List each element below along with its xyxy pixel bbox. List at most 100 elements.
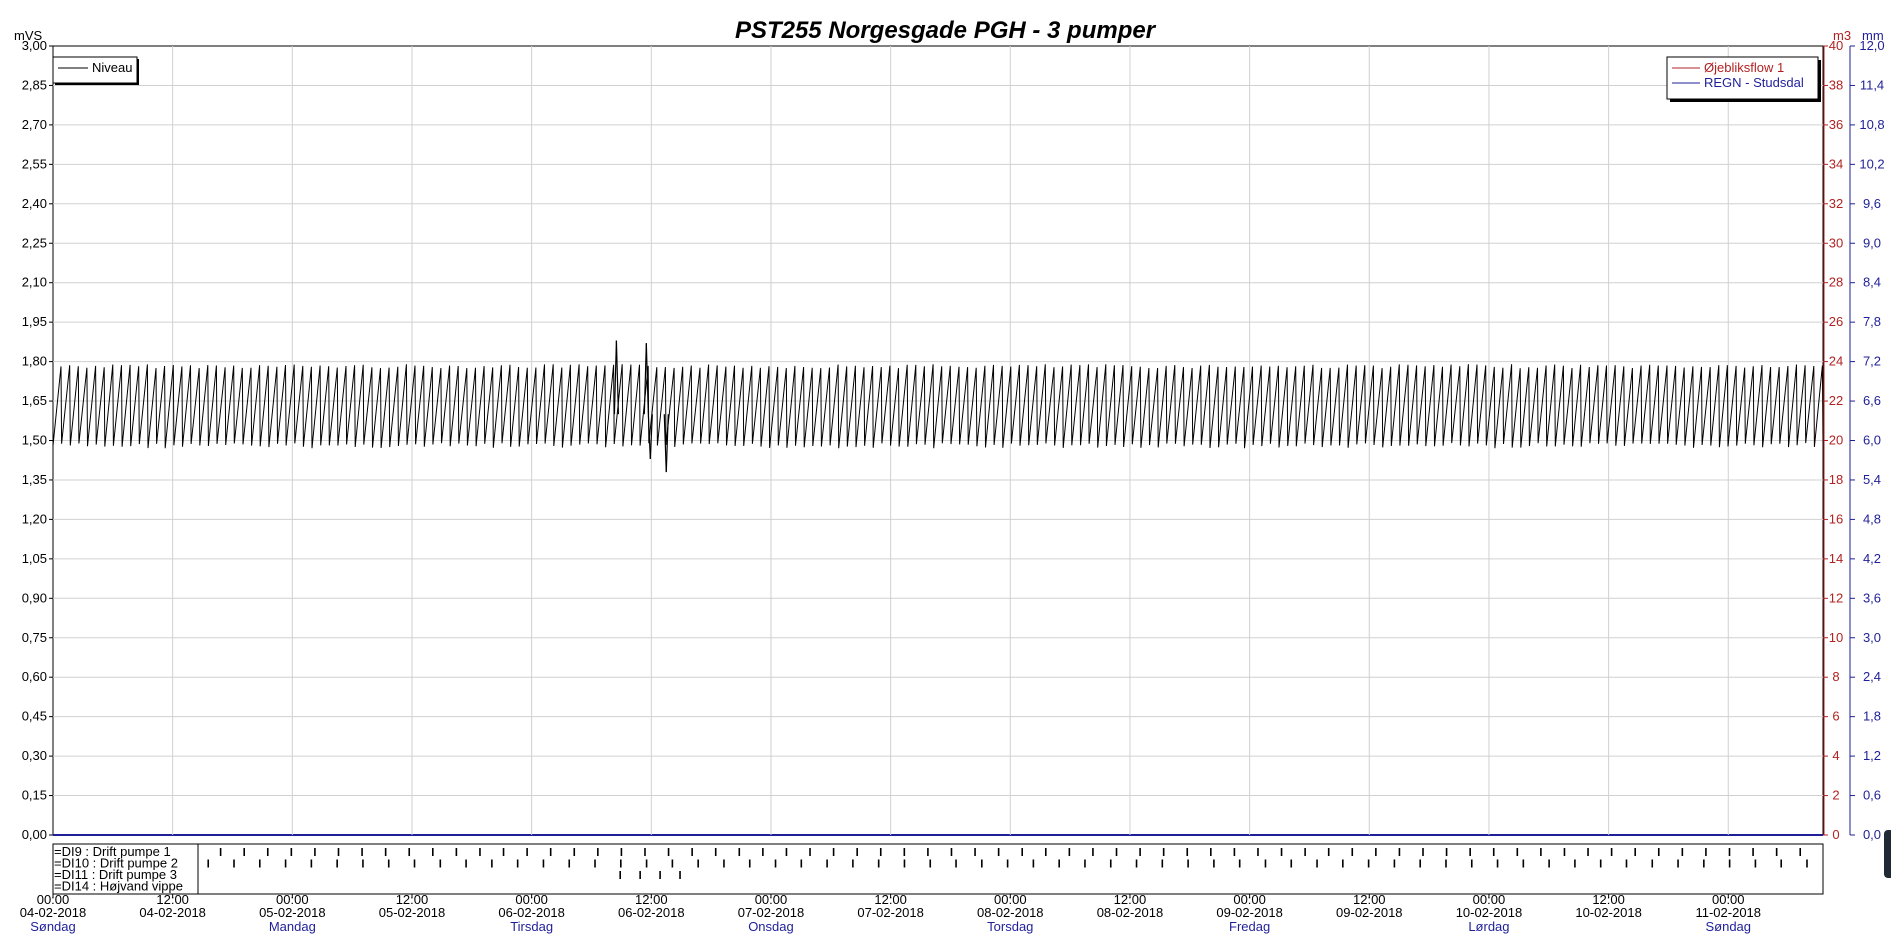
- rain-tick-label: 6,6: [1863, 393, 1881, 408]
- digital-pulse: [1186, 848, 1189, 856]
- left-tick-label: 1,50: [22, 433, 47, 448]
- series-spike: [665, 414, 669, 473]
- digital-pulse: [762, 848, 764, 856]
- x-tick-time: 00:00: [755, 892, 788, 907]
- flow-tick-label: 12: [1829, 590, 1843, 605]
- digital-channel-label: =DI9 : Drift pumpe 1: [54, 844, 171, 859]
- digital-pulse: [1210, 848, 1212, 856]
- digital-pulse: [573, 848, 576, 856]
- series-spike: [645, 343, 649, 415]
- digital-pulse: [620, 859, 622, 868]
- digital-pulse: [1780, 859, 1783, 868]
- digital-pulse: [1754, 859, 1757, 868]
- rain-tick-label: 5,4: [1863, 472, 1881, 487]
- digital-pulse: [1257, 848, 1259, 856]
- rain-tick-label: 3,6: [1863, 590, 1881, 605]
- left-tick-label: 0,60: [22, 669, 47, 684]
- left-axis: 3,00 2,85 2,70 2,55 2,40 2,25 2,10 1,95 1,80 1,65…: [22, 38, 53, 842]
- digital-channels: =DI9 : Drift pumpe 1=DI10 : Drift pumpe …: [52, 843, 1824, 895]
- digital-pulse: [516, 859, 519, 868]
- digital-pulse: [981, 859, 983, 868]
- x-tick-date: 10-02-2018: [1456, 905, 1523, 920]
- series-line-niveau: [52, 364, 1824, 449]
- x-tick-time: 12:00: [1353, 892, 1386, 907]
- flow-tick-label: 24: [1829, 354, 1843, 369]
- right-axes: 40 12,038 11,436 10,834 10,232 9,630 9,028 8,42…: [1823, 38, 1885, 842]
- digital-pulse: [314, 848, 316, 856]
- digital-pulse: [1032, 859, 1035, 868]
- digital-pulse: [671, 859, 674, 868]
- flow-tick-label: 2: [1832, 788, 1839, 803]
- left-tick-label: 1,65: [22, 393, 47, 408]
- digital-pulse: [1139, 848, 1141, 856]
- rain-tick-label: 8,4: [1863, 275, 1881, 290]
- digital-pulse: [997, 848, 1000, 856]
- digital-pulse: [1681, 848, 1684, 856]
- rain-tick-label: 9,6: [1863, 196, 1881, 211]
- legend-left-box: [52, 56, 138, 84]
- digital-pulse: [1006, 859, 1009, 868]
- digital-pulse: [1233, 848, 1236, 856]
- left-tick-label: 0,30: [22, 748, 47, 763]
- digital-pulse: [1492, 848, 1495, 856]
- digital-pulse: [1351, 848, 1354, 856]
- flow-tick-label: 20: [1829, 433, 1843, 448]
- digital-pulse: [455, 848, 458, 856]
- digital-pulse: [1316, 859, 1318, 868]
- x-tick-day: Lørdag: [1468, 919, 1509, 934]
- digital-pulse: [1084, 859, 1086, 868]
- digital-pulse: [1775, 848, 1778, 856]
- digital-pulse: [1657, 848, 1660, 856]
- flow-tick-label: 22: [1829, 393, 1843, 408]
- digital-pulse: [1422, 848, 1424, 856]
- digital-pulse: [1470, 859, 1473, 868]
- digital-pulse: [1625, 859, 1628, 868]
- x-tick-time: 00:00: [37, 892, 70, 907]
- rain-tick-label: 4,2: [1863, 551, 1881, 566]
- rain-tick-label: 12,0: [1859, 38, 1884, 53]
- digital-pulse: [549, 848, 552, 856]
- digital-pulse: [361, 848, 363, 856]
- flow-tick-label: 38: [1829, 77, 1843, 92]
- left-axis-unit: mVS: [14, 28, 43, 43]
- digital-pulse: [1327, 848, 1330, 856]
- scroll-handle[interactable]: [1884, 830, 1891, 878]
- digital-pulse: [1634, 848, 1636, 856]
- digital-pulse: [691, 848, 693, 856]
- digital-pulse: [1187, 859, 1189, 868]
- x-tick-time: 00:00: [1233, 892, 1266, 907]
- digital-pulse: [774, 859, 777, 868]
- flow-tick-label: 16: [1829, 511, 1843, 526]
- digital-pulse: [800, 859, 803, 868]
- flow-tick-label: 28: [1829, 275, 1843, 290]
- digital-pulse: [479, 848, 481, 856]
- legend-label: REGN - Studsdal: [1704, 75, 1804, 90]
- digital-pulse: [1806, 859, 1808, 868]
- digital-pulse: [207, 859, 210, 868]
- x-tick-day: Torsdag: [987, 919, 1033, 934]
- digital-pulse: [243, 848, 245, 856]
- digital-frame: [52, 843, 1824, 895]
- digital-pulse: [955, 859, 957, 868]
- digital-pulse: [1135, 859, 1138, 868]
- x-tick-date: 05-02-2018: [259, 905, 326, 920]
- left-tick-label: 2,10: [22, 275, 47, 290]
- digital-pulse: [1092, 848, 1094, 856]
- digital-pulse: [439, 859, 442, 868]
- x-tick-day: Onsdag: [748, 919, 794, 934]
- x-tick-time: 12:00: [1592, 892, 1625, 907]
- digital-pulse: [1548, 859, 1550, 868]
- left-tick-label: 0,45: [22, 709, 47, 724]
- digital-pulse: [1752, 848, 1754, 856]
- rain-tick-label: 3,0: [1863, 630, 1881, 645]
- right-rain-axis-unit: mm: [1862, 28, 1884, 43]
- left-tick-label: 1,35: [22, 472, 47, 487]
- x-tick-date: 09-02-2018: [1336, 905, 1403, 920]
- series-spike: [613, 340, 618, 415]
- digital-pulse: [879, 848, 882, 856]
- digital-pulse: [1677, 859, 1679, 868]
- left-tick-label: 0,90: [22, 590, 47, 605]
- left-tick-label: 3,00: [22, 38, 47, 53]
- left-tick-label: 0,00: [22, 827, 47, 842]
- flow-tick-label: 8: [1832, 669, 1839, 684]
